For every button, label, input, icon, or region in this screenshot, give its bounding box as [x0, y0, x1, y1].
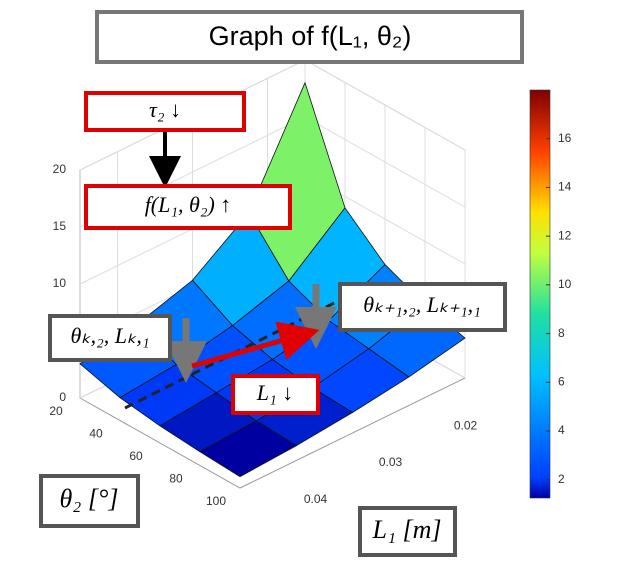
- chart-title: Graph of f(L₁, θ₂): [209, 21, 412, 51]
- x-tick-label: 0.03: [379, 455, 403, 469]
- colorbar-tick-label: 8: [558, 326, 565, 340]
- y-tick-label: 80: [169, 472, 183, 486]
- colorbar-tick-label: 16: [558, 131, 572, 145]
- red-arrow: [191, 321, 320, 369]
- y-tick-label: 20: [49, 404, 63, 418]
- annotation-box: [84, 184, 292, 230]
- annotation: f(L₁, θ₂) ↑: [145, 192, 232, 217]
- y-tick-label: 40: [89, 427, 103, 441]
- colorbar-tick-label: 12: [558, 228, 572, 242]
- annotation-box: [231, 374, 320, 415]
- colorbar-tick-label: 4: [558, 423, 565, 437]
- annotation: θₖ,₂, Lₖ,₁: [70, 323, 149, 348]
- colorbar: [529, 89, 551, 499]
- axis-label-box: [358, 506, 457, 557]
- colorbar-tick-label: 2: [558, 472, 565, 486]
- colorbar-tick-label: 10: [558, 277, 572, 291]
- annotation: θₖ₊₁,₂, Lₖ₊₁,₁: [363, 292, 481, 317]
- z-tick-label: 10: [53, 276, 67, 290]
- annotation: τ₂ ↓: [149, 97, 181, 122]
- annotation-box: [84, 91, 246, 132]
- z-tick-label: 0: [59, 390, 66, 404]
- axis-floor: [79, 377, 466, 489]
- y-axis-label: θ₂ [°]: [60, 484, 119, 513]
- z-tick-label: 15: [53, 219, 67, 233]
- annotation-box: [48, 314, 172, 362]
- x-tick-label: 0.02: [454, 419, 478, 433]
- annotation-box: [338, 282, 507, 332]
- surface-cell: [199, 420, 298, 478]
- axis-label-box: [39, 474, 140, 528]
- y-tick-label: 60: [129, 449, 143, 463]
- colorbar-tick-label: 14: [558, 180, 572, 194]
- annotation: L₁ ↓: [256, 380, 293, 405]
- z-tick-label: 20: [53, 162, 67, 176]
- title-box: [95, 10, 524, 64]
- x-axis-label: L₁ [m]: [371, 515, 441, 544]
- colorbar-tick-label: 6: [558, 374, 565, 388]
- y-tick-label: 100: [206, 494, 226, 508]
- annotations: Graph of f(L₁, θ₂) τ₂ ↓ f(L₁, θ₂) ↑ θₖ,₂…: [39, 10, 524, 557]
- x-tick-label: 0.04: [304, 492, 328, 506]
